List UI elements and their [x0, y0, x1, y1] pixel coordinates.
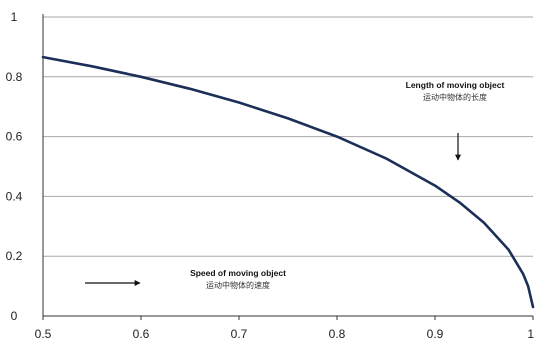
y-tick-label: 0 — [11, 309, 18, 323]
annotation-speed-label-zh: 运动中物体的速度 — [206, 280, 270, 290]
annotation-speed-label: Speed of moving object — [190, 268, 286, 278]
y-tick-label: 0.2 — [6, 249, 23, 263]
annotation-length-label: Length of moving object — [406, 80, 505, 90]
y-tick-label: 1 — [11, 10, 18, 24]
axes: 0 0.2 0.4 0.6 0.8 1 0.5 0.6 0.7 0.8 0.9 1 — [6, 10, 535, 341]
series-line-0 — [41, 55, 535, 309]
y-tick-label: 0.4 — [6, 189, 23, 203]
annotations: Length of moving object 运动中物体的长度 Speed of … — [85, 80, 505, 290]
y-tick-label: 0.6 — [6, 130, 23, 144]
x-tick-label: 0.5 — [35, 327, 52, 341]
y-tick-label: 0.8 — [6, 70, 23, 84]
grid-lines — [43, 16, 533, 257]
x-tick-label: 1 — [527, 327, 534, 341]
series-lines — [41, 55, 535, 309]
x-tick-label: 0.8 — [329, 327, 346, 341]
x-tick-label: 0.7 — [231, 327, 248, 341]
annotation-length-label-zh: 运动中物体的长度 — [423, 92, 487, 102]
x-tick-label: 0.9 — [427, 327, 444, 341]
x-tick-label: 0.6 — [133, 327, 150, 341]
